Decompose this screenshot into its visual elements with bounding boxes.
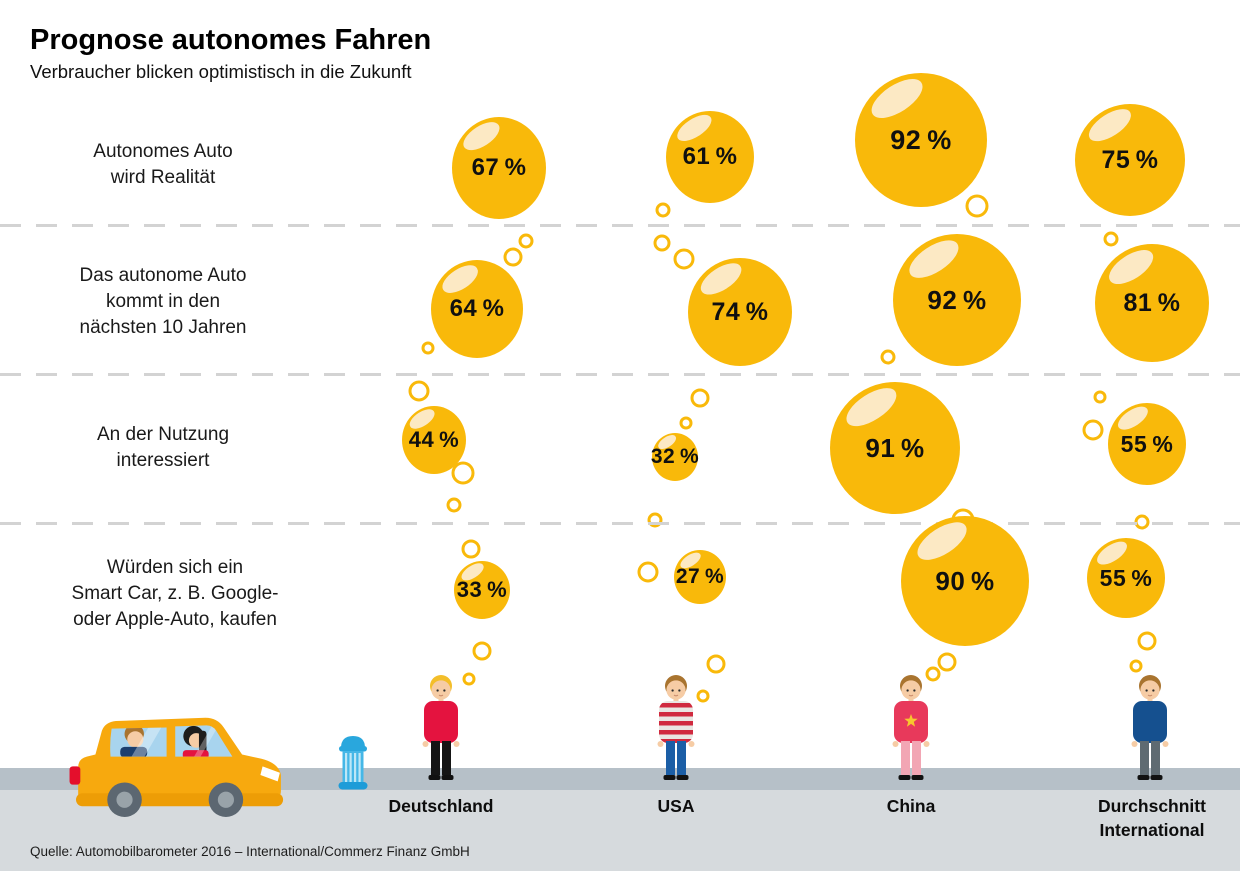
- bubble-highlight: [696, 257, 747, 301]
- bubble-china-row4: 90 %: [901, 514, 1029, 646]
- bubble-durchschnitt-row2: 81 %: [1095, 242, 1209, 362]
- column-label-usa: USA: [657, 796, 695, 816]
- column-label-durchschnitt: Durchschnitt International: [1098, 796, 1206, 840]
- bubble-deutschland-row4: 33 %: [454, 560, 510, 619]
- bubble-value-label: 91 %: [865, 432, 925, 463]
- page-title: Prognose autonomes Fahren: [30, 24, 432, 56]
- row-label-2: Das autonome Auto kommt in den nächsten 10…: [79, 265, 247, 338]
- bubble-value-label: 90 %: [935, 565, 995, 596]
- bubble-deutschland-row2: 64 %: [431, 259, 523, 358]
- row-separator-1: [0, 224, 1240, 227]
- bubble-usa-row1: 61 %: [666, 110, 754, 203]
- column-label-china: China: [886, 796, 936, 816]
- bubble-value-label: 75 %: [1101, 145, 1159, 174]
- row-label-1: Autonomes Auto wird Realität: [93, 141, 233, 188]
- bubble-deutschland-row3: 44 %: [402, 405, 466, 474]
- bubble-value-label: 67 %: [471, 154, 527, 181]
- bubble-deutschland-row1: 67 %: [452, 116, 546, 219]
- bubble-highlight: [438, 259, 483, 298]
- bubble-highlight: [459, 116, 505, 157]
- bubble-value-label: 44 %: [408, 427, 460, 452]
- bubble-highlight: [1083, 102, 1137, 148]
- row-label-4: Würden sich ein Smart Car, z. B. Google-o…: [71, 557, 279, 630]
- person-china: [892, 675, 930, 780]
- bubble-value-label: 61 %: [682, 143, 738, 170]
- bubble-value-label: 81 %: [1123, 288, 1181, 317]
- page-subtitle: Verbraucher blicken optimistisch in die …: [30, 61, 412, 82]
- bubble-highlight: [840, 380, 903, 434]
- bubble-value-label: 33 %: [456, 577, 508, 602]
- bubble-value-label: 74 %: [711, 297, 769, 326]
- hydrant-icon: [338, 736, 368, 790]
- bubble-value-label: 92 %: [927, 284, 987, 315]
- bubble-china-row2: 92 %: [893, 232, 1021, 366]
- row-label-3: An der Nutzung interessiert: [96, 424, 230, 471]
- source-note: Quelle: Automobilbarometer 2016 – Intern…: [30, 844, 470, 859]
- bubble-highlight: [865, 71, 929, 126]
- bubble-durchschnitt-row1: 75 %: [1075, 102, 1185, 216]
- road-band: [0, 768, 1240, 790]
- car-illustration: [69, 717, 284, 817]
- bubble-durchschnitt-row4: 55 %: [1087, 537, 1165, 618]
- bubble-china-row1: 92 %: [855, 71, 987, 207]
- column-label-deutschland: Deutschland: [388, 796, 494, 816]
- person-international: [1131, 675, 1169, 780]
- bubble-value-label: 27 %: [675, 565, 725, 588]
- bubble-usa-row2: 74 %: [688, 257, 792, 366]
- bubble-usa-row3: 32 %: [650, 432, 700, 481]
- bubble-highlight: [903, 232, 965, 286]
- bubble-usa-row4: 27 %: [674, 549, 726, 604]
- person-usa: [657, 675, 695, 780]
- bubble-value-label: 55 %: [1099, 564, 1153, 591]
- bubble-highlight: [672, 110, 716, 147]
- bubble-value-label: 64 %: [449, 295, 505, 322]
- row-separator-3: [0, 522, 1240, 525]
- bubble-value-label: 92 %: [890, 124, 952, 155]
- bubble-durchschnitt-row3: 55 %: [1108, 402, 1186, 485]
- person-deutschland: [422, 675, 460, 780]
- bubble-value-label: 55 %: [1120, 430, 1174, 457]
- bubble-china-row3: 91 %: [830, 380, 960, 514]
- row-separator-2: [0, 373, 1240, 376]
- bubble-value-label: 32 %: [650, 445, 700, 468]
- bubble-highlight: [1104, 242, 1159, 290]
